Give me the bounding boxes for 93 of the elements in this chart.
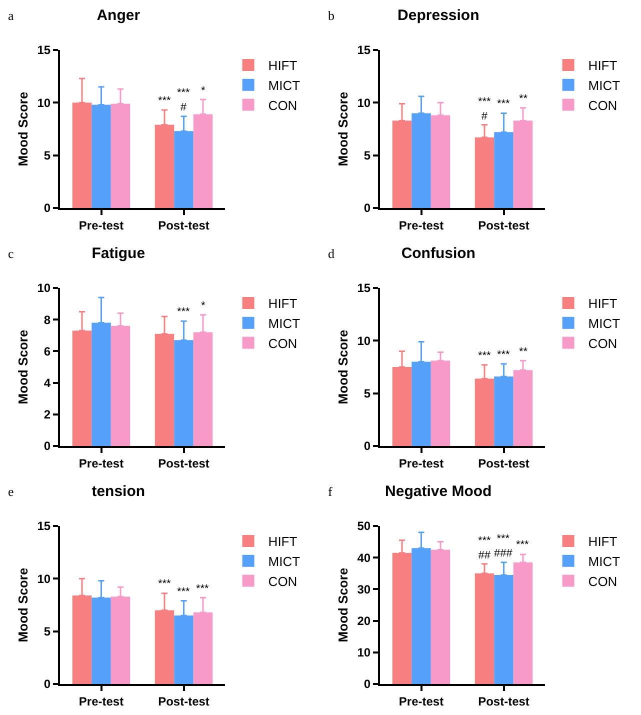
text: d: [328, 246, 335, 261]
text: e: [8, 484, 14, 499]
data-label: ***: [497, 349, 511, 361]
y-tick-label: 5: [364, 386, 371, 401]
data-label: *: [201, 85, 206, 97]
x-tick-label: Pre-test: [398, 218, 444, 232]
y-tick-label: 5: [44, 148, 51, 163]
y-axis-title: Mood Score: [336, 568, 351, 642]
data-label: ***: [478, 350, 492, 362]
y-tick-label: 2: [44, 408, 51, 422]
legend-label: MICT: [588, 78, 620, 93]
text: a: [8, 8, 14, 23]
y-tick-label: 0: [364, 201, 371, 216]
x-tick-label: Post-test: [478, 456, 530, 470]
legend-label: CON: [588, 98, 618, 113]
y-axis-title: Mood Score: [16, 92, 31, 166]
legend-label: CON: [268, 98, 298, 113]
y-axis-title: Mood Score: [336, 330, 351, 404]
data-label: ***: [497, 98, 511, 110]
x-tick-label: Pre-test: [398, 456, 444, 470]
chart-title: Fatigue: [92, 245, 146, 262]
legend-label: CON: [268, 574, 298, 589]
y-tick-label: 0: [44, 677, 51, 692]
x-tick-label: Pre-test: [78, 218, 124, 232]
legend-label: CON: [268, 336, 298, 351]
y-axis-title: Mood Score: [336, 92, 351, 166]
y-tick-label: 10: [357, 334, 371, 348]
data-label: ***: [196, 583, 210, 595]
y-tick-label: 0: [364, 439, 371, 454]
x-tick-label: Pre-test: [78, 456, 124, 470]
legend-label: HIFT: [268, 296, 298, 312]
chart-title: Confusion: [401, 245, 476, 262]
x-tick-label: Post-test: [478, 218, 530, 232]
y-tick-label: 5: [364, 148, 371, 163]
x-tick-label: Post-test: [158, 456, 210, 470]
legend-label: MICT: [588, 316, 620, 331]
x-tick-label: Post-test: [478, 694, 530, 708]
y-tick-label: 10: [37, 96, 51, 110]
text: c: [8, 246, 14, 261]
y-tick-label: 0: [364, 677, 371, 692]
data-label: ***: [177, 586, 191, 598]
y-tick-label: 10: [357, 96, 371, 110]
legend-label: CON: [588, 336, 618, 351]
data-label: ***: [516, 539, 530, 551]
y-tick-label: 15: [37, 519, 51, 534]
legend-label: MICT: [268, 78, 300, 93]
y-tick-label: 10: [357, 646, 371, 660]
data-label: **: [519, 346, 528, 358]
y-tick-label: 5: [44, 624, 51, 639]
text: f: [328, 484, 333, 499]
text: b: [328, 8, 334, 23]
data-label: *** ###: [494, 533, 514, 560]
x-tick-label: Pre-test: [78, 694, 124, 708]
data-label: ***: [177, 306, 191, 318]
legend-label: HIFT: [588, 58, 618, 74]
y-tick-label: 40: [357, 550, 371, 565]
x-tick-label: Pre-test: [398, 694, 444, 708]
chart-title: Anger: [96, 7, 140, 24]
legend-label: HIFT: [268, 534, 298, 550]
data-label: *** #: [177, 87, 191, 114]
legend-label: HIFT: [268, 58, 298, 74]
x-tick-label: Post-test: [158, 218, 210, 232]
data-label: **: [519, 93, 528, 105]
legend-label: MICT: [268, 554, 300, 569]
legend-label: HIFT: [588, 296, 618, 312]
y-tick-label: 0: [44, 201, 51, 216]
y-tick-label: 4: [44, 376, 51, 390]
data-label: ***: [158, 578, 172, 590]
y-axis-title: Mood Score: [16, 330, 31, 404]
y-tick-label: 15: [357, 281, 371, 296]
legend-label: HIFT: [588, 534, 618, 550]
data-label: ***: [158, 95, 172, 107]
y-tick-label: 15: [357, 43, 371, 58]
chart-title: Depression: [398, 7, 480, 24]
legend-label: MICT: [588, 554, 620, 569]
y-tick-label: 0: [44, 439, 51, 454]
y-tick-label: 10: [37, 572, 51, 586]
data-label: *** ##: [478, 535, 492, 562]
y-tick-label: 20: [357, 614, 371, 628]
legend-label: MICT: [268, 316, 300, 331]
x-tick-label: Post-test: [158, 694, 210, 708]
y-tick-label: 50: [357, 519, 371, 534]
y-tick-label: 8: [44, 312, 51, 327]
legend-label: CON: [588, 574, 618, 589]
data-label: *: [201, 300, 206, 312]
data-label: *** #: [478, 96, 492, 122]
chart-title: tension: [92, 483, 146, 500]
y-tick-label: 6: [44, 344, 51, 358]
y-axis-title: Mood Score: [16, 568, 31, 642]
chart-title: Negative Mood: [385, 483, 492, 500]
y-tick-label: 30: [357, 582, 371, 596]
y-tick-label: 15: [37, 43, 51, 58]
y-tick-label: 10: [37, 281, 51, 296]
